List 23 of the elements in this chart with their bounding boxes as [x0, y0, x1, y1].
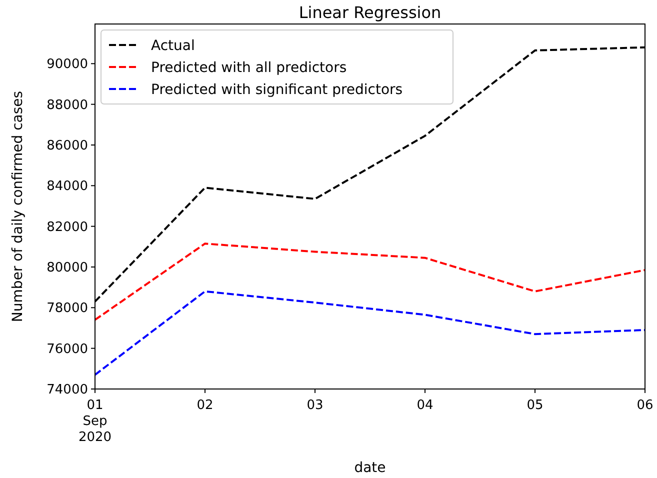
line-series [94, 242, 646, 321]
x-axis-title: date [354, 460, 386, 476]
chart-title: Linear Regression [298, 3, 442, 22]
y-tick-label: 84000 [46, 179, 88, 194]
legend-label: Predicted with all predictors [151, 60, 347, 76]
x-tick-label: 06 [636, 398, 654, 413]
x-tick-label: 02 [196, 398, 214, 413]
y-tick-label: 88000 [46, 98, 88, 113]
x-tick-label: 01 Sep 2020 [78, 398, 112, 445]
x-tick-label: 05 [526, 398, 544, 413]
line-series [94, 290, 646, 376]
y-tick-label: 74000 [46, 382, 88, 398]
x-tick-label: 03 [306, 398, 324, 413]
y-tick-label: 76000 [46, 342, 88, 357]
y-tick-label: 90000 [46, 57, 88, 72]
y-tick-label: 80000 [46, 260, 88, 276]
y-tick-label: 86000 [46, 138, 88, 154]
legend-label: Actual [151, 38, 195, 54]
x-tick-label: 04 [416, 398, 434, 413]
y-tick-label: 78000 [46, 301, 88, 316]
legend-label: Predicted with significant predictors [151, 82, 403, 98]
y-tick-label: 82000 [46, 220, 88, 235]
y-axis-title: Number of daily confirmed cases [10, 90, 26, 322]
